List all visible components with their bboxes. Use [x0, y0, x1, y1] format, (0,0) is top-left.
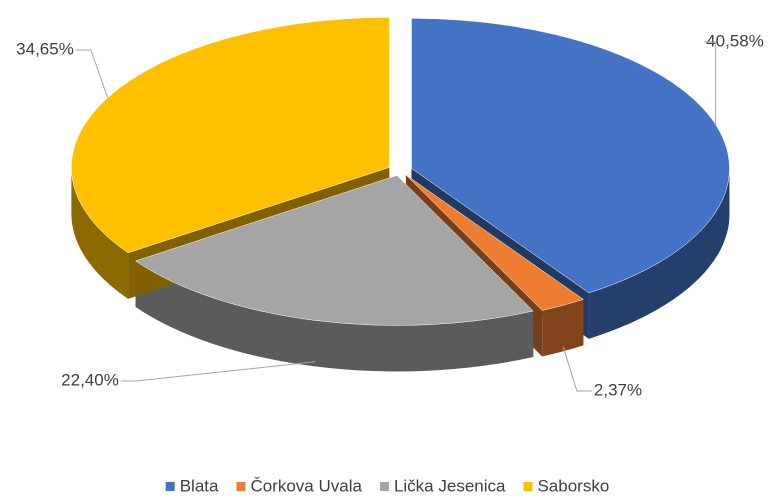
- legend: Blata Čorkova Uvala Lička Jesenica Saborsko: [165, 476, 609, 495]
- data-label: 2,37%: [594, 380, 642, 399]
- legend-marker: [165, 482, 175, 491]
- slice-side: [542, 299, 584, 357]
- slice-side: [588, 168, 730, 339]
- legend-label: Čorkova Uvala: [250, 476, 362, 495]
- legend-label: Saborsko: [537, 476, 609, 495]
- legend-marker: [523, 482, 533, 491]
- slice: [411, 18, 730, 294]
- slice: [71, 17, 390, 254]
- leader-line: [120, 361, 315, 382]
- legend-label: Lička Jesenica: [394, 476, 506, 495]
- leader-line: [562, 346, 592, 392]
- data-label: 34,65%: [16, 39, 74, 58]
- slice: [135, 175, 534, 326]
- legend-label: Blata: [180, 476, 219, 495]
- slice-side: [135, 260, 534, 372]
- leader-line: [75, 49, 109, 98]
- leader-line: [704, 41, 717, 125]
- data-label: 22,40%: [61, 370, 119, 389]
- data-label: 40,58%: [706, 31, 764, 50]
- pie-tops: [71, 17, 730, 326]
- legend-marker: [236, 482, 246, 491]
- slice-side: [71, 167, 129, 299]
- legend-marker: [379, 482, 389, 491]
- slice: [405, 174, 584, 311]
